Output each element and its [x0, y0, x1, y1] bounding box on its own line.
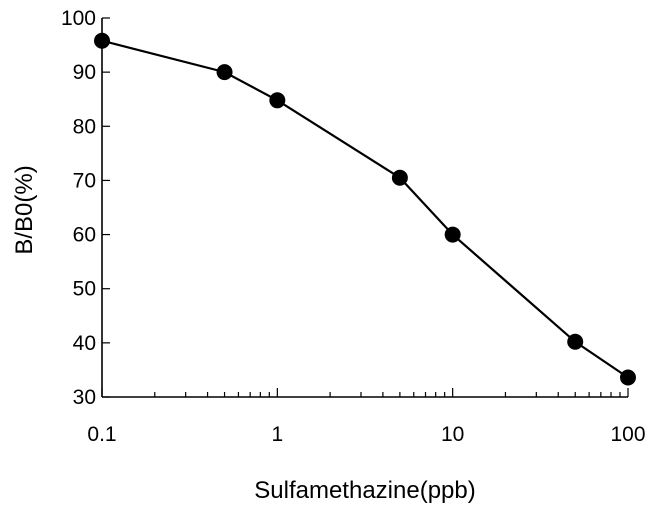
data-point	[94, 32, 110, 49]
y-tick-label: 100	[61, 7, 96, 30]
series-line	[101, 39, 629, 379]
series-layer	[94, 32, 636, 386]
plot-area: 30 40 50 60 70 80 90 100 0.1 1 10 100	[61, 7, 646, 446]
y-tick-label: 40	[73, 332, 96, 355]
x-ticks: 0.1 1 10 100	[87, 388, 646, 446]
data-point	[444, 226, 461, 243]
data-point	[391, 169, 408, 186]
x-tick-label: 10	[441, 423, 464, 446]
data-point	[620, 369, 636, 386]
x-axis-title: Sulfamethazine(ppb)	[254, 477, 475, 504]
x-tick-label: 0.1	[87, 423, 116, 446]
data-point	[269, 92, 286, 109]
y-tick-label: 80	[73, 115, 96, 138]
data-point	[216, 64, 233, 81]
data-point	[567, 333, 584, 350]
y-tick-label: 70	[73, 169, 96, 192]
x-tick-label: 1	[271, 423, 283, 446]
y-tick-label: 60	[73, 224, 96, 247]
y-tick-label: 50	[73, 278, 96, 301]
y-tick-label: 90	[73, 61, 96, 84]
y-ticks: 30 40 50 60 70 80 90 100	[61, 7, 110, 409]
y-tick-label: 30	[73, 386, 96, 409]
x-tick-label: 100	[610, 423, 645, 446]
y-axis-title: B/B0(%)	[11, 165, 38, 254]
